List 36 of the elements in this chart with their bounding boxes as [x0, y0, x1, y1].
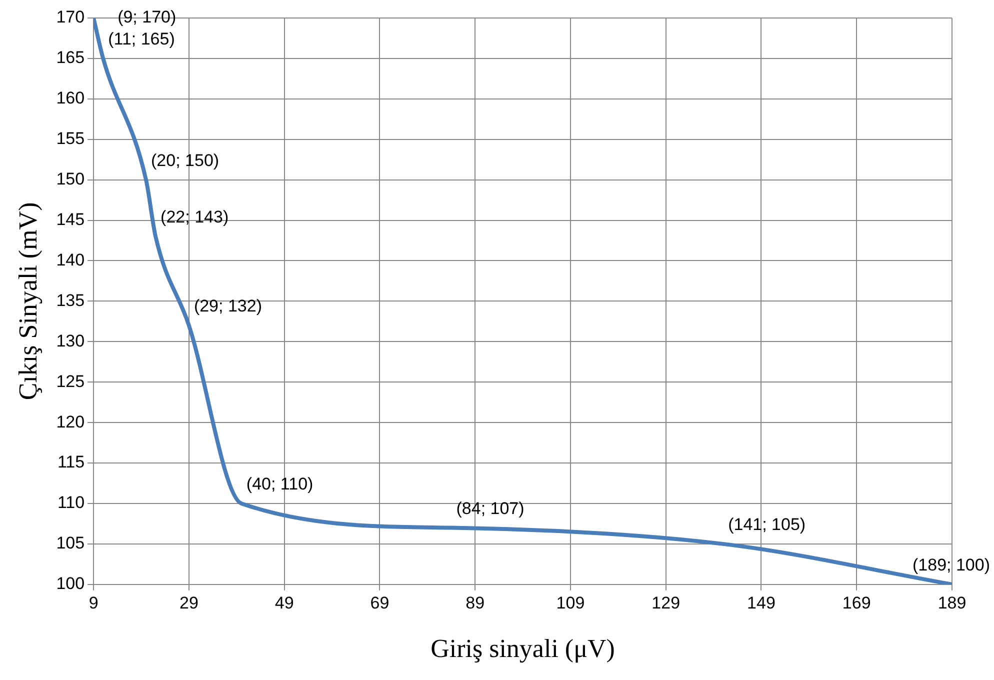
- data-label: (9; 170): [118, 8, 176, 27]
- data-label: (141; 105): [728, 515, 806, 534]
- y-tick-label: 135: [56, 290, 85, 310]
- y-tick-label: 160: [56, 88, 85, 108]
- y-axis-title: Çıkış Sinyali (mV): [13, 202, 42, 400]
- data-label: (189; 100): [912, 556, 990, 575]
- data-label: (40; 110): [246, 474, 314, 494]
- y-tick-label: 120: [56, 412, 85, 432]
- x-tick-label: 49: [274, 593, 294, 612]
- x-tick-label: 149: [747, 593, 776, 612]
- x-tick-label: 169: [842, 593, 871, 612]
- y-tick-label: 150: [56, 170, 85, 189]
- x-tick-label: 69: [370, 593, 390, 612]
- y-tick-label: 100: [56, 574, 85, 594]
- data-label: (22; 143): [160, 208, 229, 227]
- data-label: (84; 107): [456, 498, 524, 518]
- data-label: (20; 150): [151, 151, 220, 170]
- y-tick-label: 115: [57, 452, 85, 472]
- y-tick-label: 165: [56, 48, 85, 68]
- y-tick-label: 130: [56, 331, 85, 350]
- y-tick-label: 110: [57, 493, 85, 512]
- x-tick-label: 129: [652, 593, 680, 612]
- y-tick-label: 145: [56, 210, 85, 229]
- x-tick-label: 9: [88, 593, 98, 612]
- x-tick-label: 109: [556, 593, 585, 612]
- y-tick-label: 170: [56, 8, 85, 27]
- x-axis-title: Giriş sinyali (μV): [430, 634, 615, 664]
- data-label: (29; 132): [194, 296, 262, 316]
- y-tick-label: 105: [56, 534, 85, 553]
- x-tick-label: 89: [466, 593, 485, 612]
- x-tick-label: 189: [938, 593, 966, 612]
- x-tick-label: 29: [179, 593, 198, 612]
- y-tick-label: 155: [56, 129, 85, 148]
- data-label: (11; 165): [108, 30, 175, 49]
- y-tick-label: 125: [56, 372, 85, 391]
- y-tick-label: 140: [56, 250, 85, 270]
